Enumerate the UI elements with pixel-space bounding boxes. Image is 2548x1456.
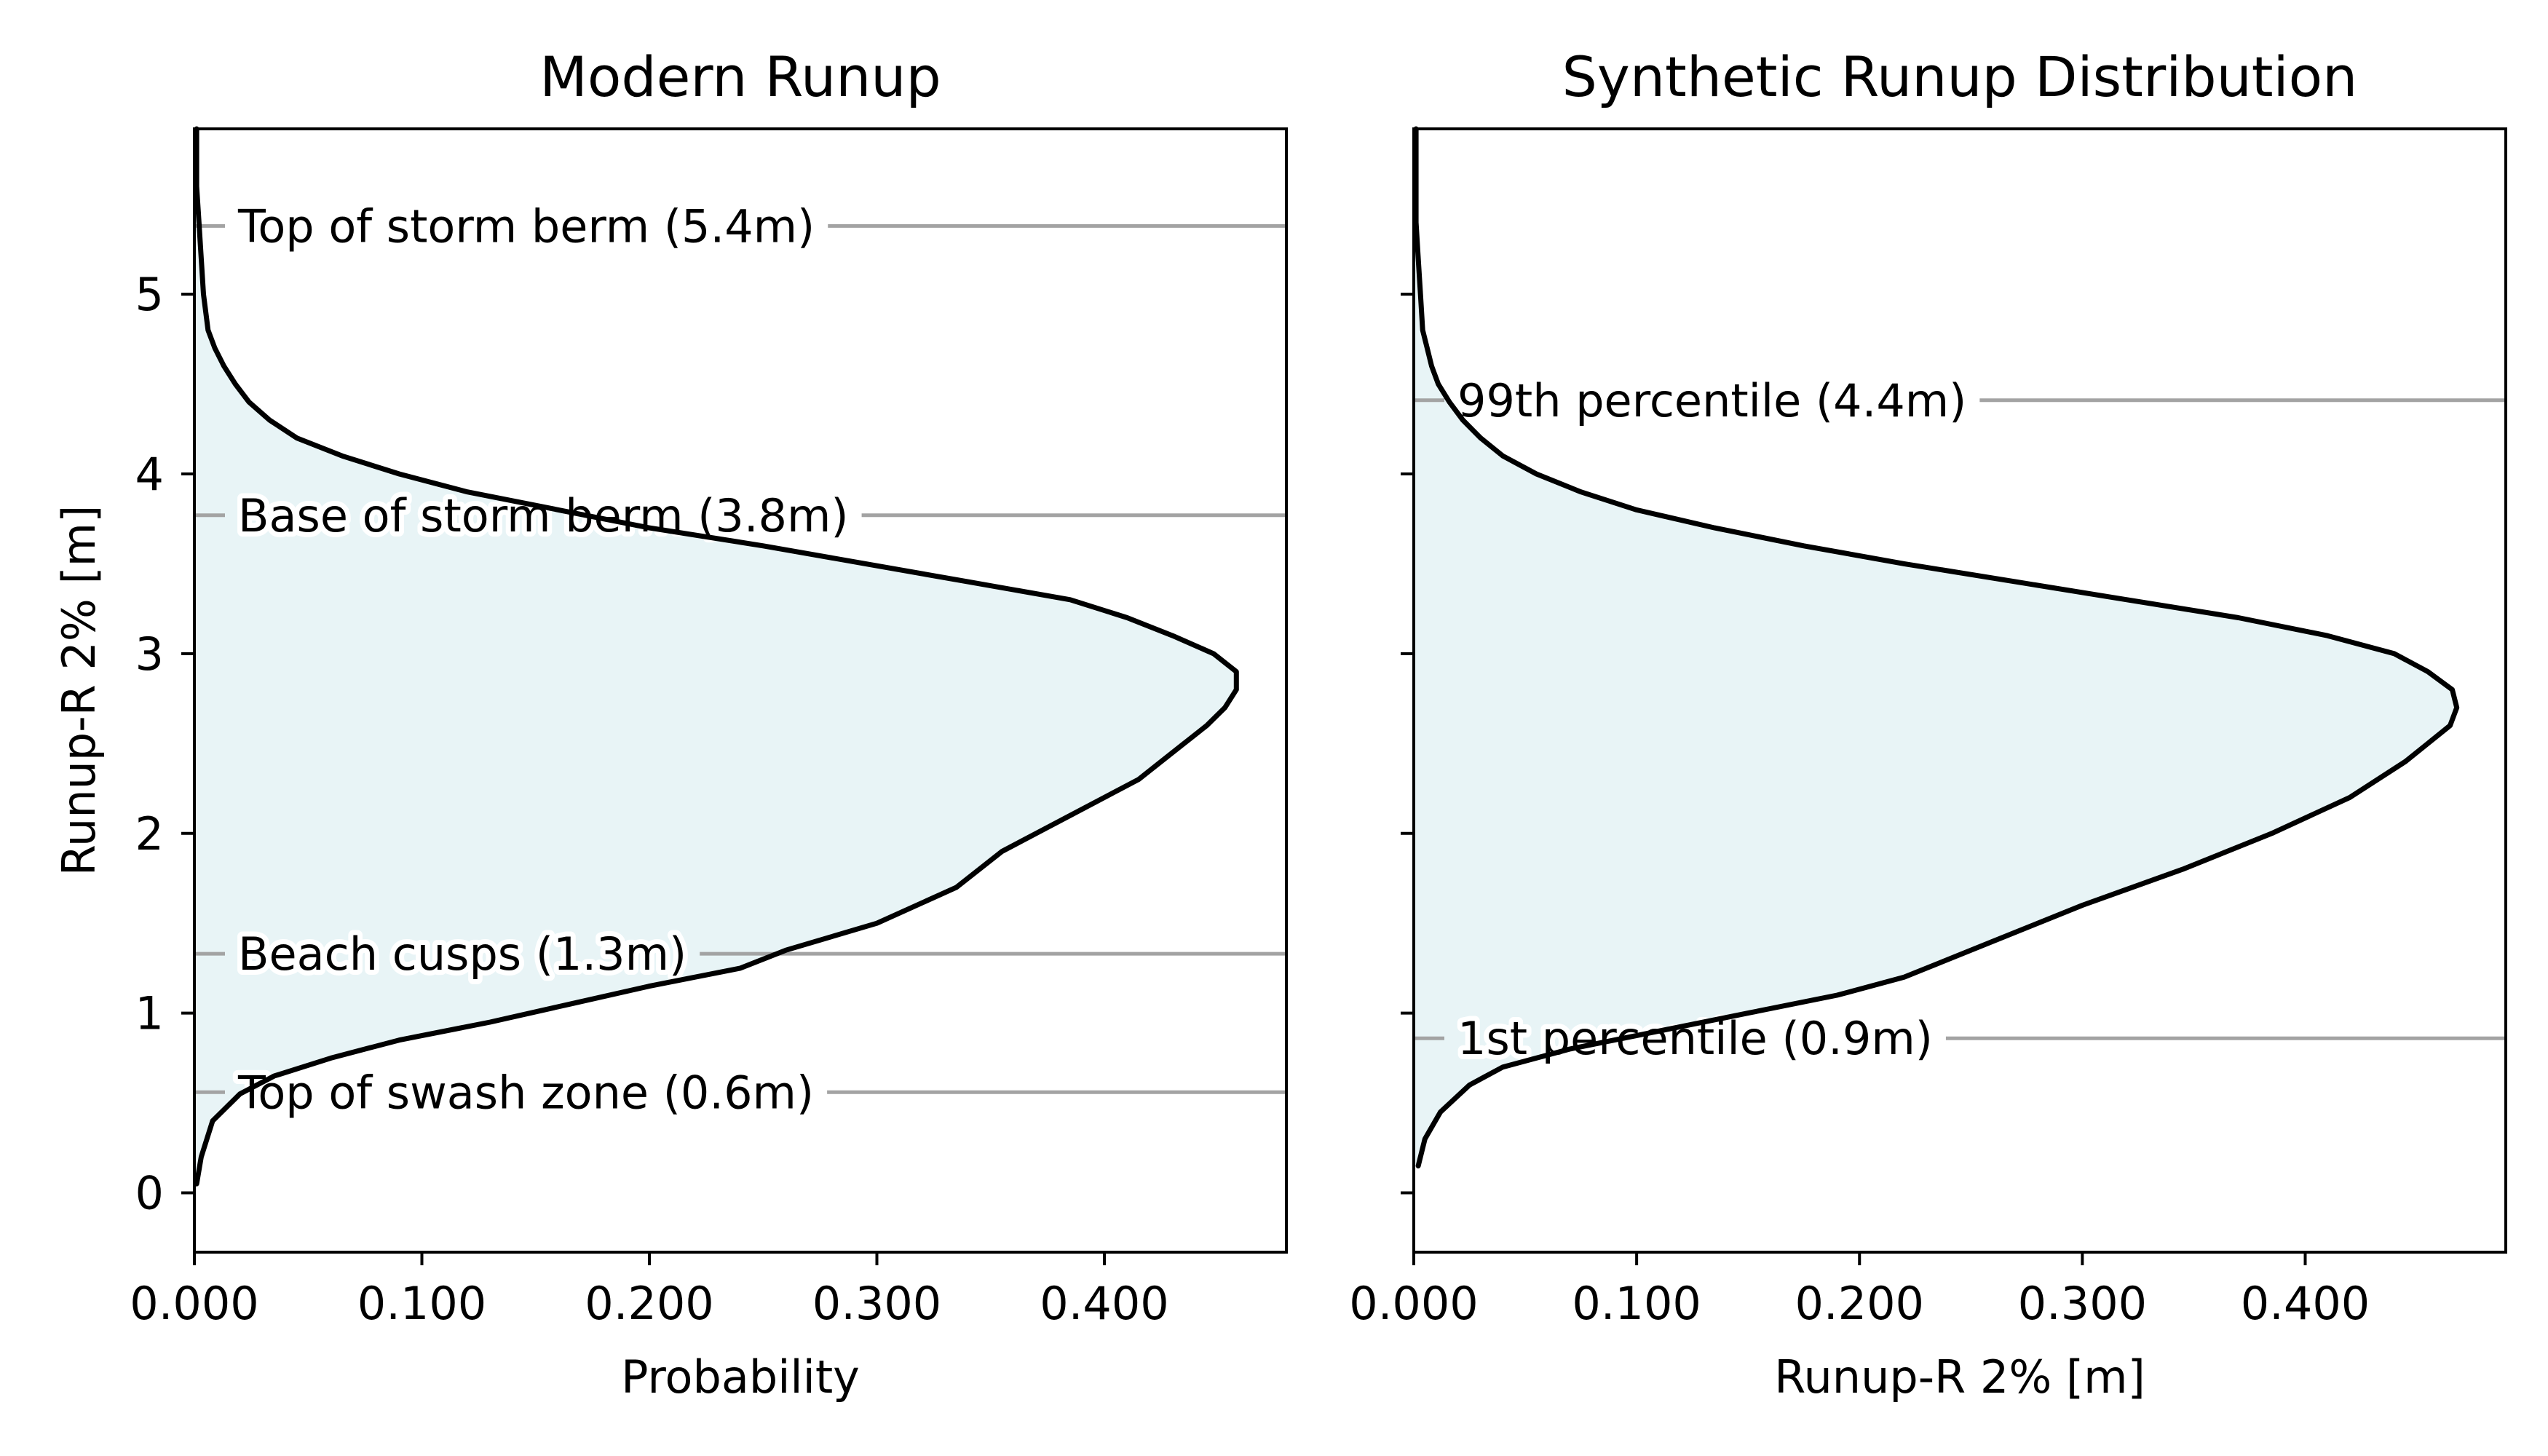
- synthetic-density-line: [1413, 126, 2460, 1168]
- synthetic-chart-title: Synthetic Runup Distribution: [1562, 44, 2358, 109]
- modern-x-tick-label: 0.300: [812, 1277, 942, 1330]
- modern-y-tick-label: 3: [135, 628, 164, 681]
- synthetic-x-tick-label: 0.100: [1572, 1277, 1701, 1330]
- modern-axes-frame: [193, 127, 1288, 1254]
- modern-y-tick-label: 5: [135, 268, 164, 321]
- synthetic-density-fill: [1414, 129, 2457, 1166]
- modern-y-axis-label: Runup-R 2% [m]: [52, 505, 106, 877]
- modern-x-tick-label: 0.100: [357, 1277, 487, 1330]
- modern-annotation-label: Top of swash zone (0.6m): [237, 1066, 814, 1119]
- synthetic-x-tick-label: 0.200: [1795, 1277, 1924, 1330]
- modern-annotation-label: Base of storm berm (3.8m): [238, 489, 849, 542]
- modern-x-tick-label: 0.400: [1040, 1277, 1169, 1330]
- modern-y-tick-label: 1: [135, 987, 164, 1040]
- modern-density-line: [194, 126, 1239, 1187]
- modern-chart-title: Modern Runup: [539, 44, 941, 109]
- synthetic-x-tick-label: 0.000: [1349, 1277, 1479, 1330]
- synthetic-x-tick-label: 0.400: [2241, 1277, 2370, 1330]
- modern-y-tick-label: 4: [135, 448, 164, 501]
- modern-density-fill: [194, 129, 1237, 1184]
- modern-x-tick-label: 0.200: [585, 1277, 714, 1330]
- modern-annotation-label: Top of storm berm (5.4m): [237, 199, 815, 253]
- modern-x-tick-label: 0.000: [130, 1277, 259, 1330]
- panel-modern: Top of storm berm (5.4m) Base of storm be…: [52, 44, 1288, 1404]
- panel-synthetic: 99th percentile (4.4m) 1st percentile (0.…: [1349, 44, 2507, 1404]
- modern-x-axis-label: Probability: [621, 1350, 860, 1404]
- modern-y-tick-label: 2: [135, 807, 164, 860]
- synthetic-annotation-label: 99th percentile (4.4m): [1457, 374, 1966, 427]
- modern-annotation-label: Beach cusps (1.3m): [238, 927, 687, 981]
- synthetic-annotation-label: 1st percentile (0.9m): [1457, 1012, 1933, 1065]
- modern-y-tick-label: 0: [135, 1167, 164, 1220]
- synthetic-x-tick-label: 0.300: [2018, 1277, 2148, 1330]
- synthetic-axes-frame: [1412, 127, 2507, 1254]
- synthetic-x-axis-label: Runup-R 2% [m]: [1774, 1350, 2145, 1404]
